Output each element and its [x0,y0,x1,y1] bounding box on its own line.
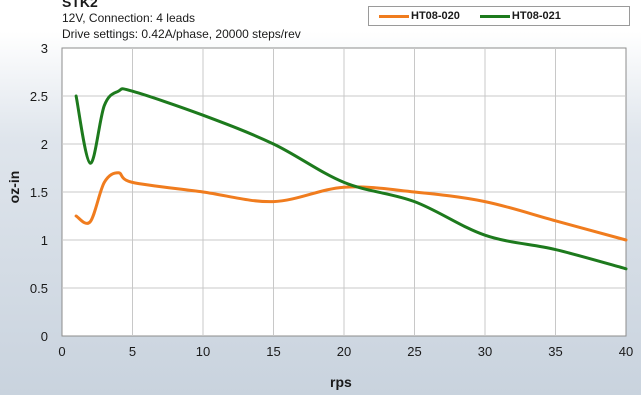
x-tick-label-0: 0 [58,344,65,359]
y-tick-label-6: 3 [41,41,48,56]
x-tick-label-5: 25 [407,344,421,359]
y-tick-label-5: 2.5 [30,89,48,104]
chart-legend: HT08-020 HT08-021 [368,6,630,26]
chart-subtitle-voltage: 12V, Connection: 4 leads [62,11,195,25]
legend-item-ht08-020: HT08-020 [379,10,460,22]
x-tick-label-1: 5 [129,344,136,359]
legend-label-ht08-021: HT08-021 [511,10,561,22]
x-tick-label-3: 15 [266,344,280,359]
x-tick-label-4: 20 [337,344,351,359]
y-tick-label-1: 0.5 [30,281,48,296]
y-axis-title: oz-in [6,170,22,204]
legend-item-ht08-021: HT08-021 [479,10,561,22]
legend-swatch-ht08-020 [379,14,409,18]
y-tick-label-3: 1.5 [30,185,48,200]
legend-label-ht08-020: HT08-020 [411,10,460,22]
series-line-ht08-020 [74,171,628,242]
y-tick-label-2: 1 [41,233,48,248]
chart-title: STK2 [62,0,98,10]
x-tick-label-6: 30 [478,344,492,359]
chart-subtitle-drive: Drive settings: 0.42A/phase, 20000 steps… [62,27,301,41]
x-tick-label-2: 10 [196,344,210,359]
x-tick-label-8: 40 [619,344,633,359]
legend-swatch-ht08-021 [479,14,510,18]
series-line-ht08-021 [74,87,628,271]
x-axis-title: rps [330,374,352,390]
x-tick-label-7: 35 [548,344,562,359]
y-tick-label-4: 2 [41,137,48,152]
y-tick-label-0: 0 [41,329,48,344]
